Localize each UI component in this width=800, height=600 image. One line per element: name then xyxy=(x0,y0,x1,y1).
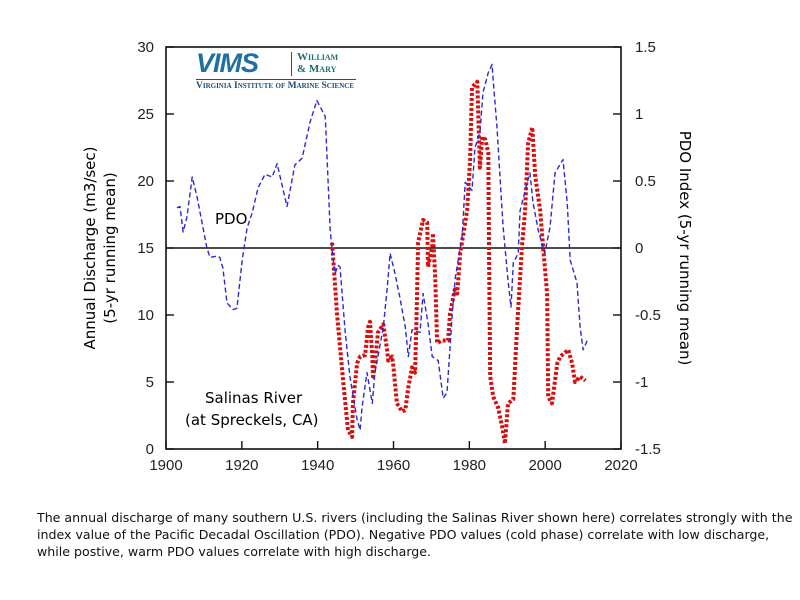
right-y-tick-label: 1 xyxy=(635,106,643,123)
logo-mark: VIMS xyxy=(196,48,259,78)
right-y-tick-label: 0.5 xyxy=(635,173,656,190)
x-tick-label: 2000 xyxy=(528,457,561,474)
pdo-series-label: PDO xyxy=(215,210,247,228)
x-tick-label: 1900 xyxy=(149,457,182,474)
river-location-label: (at Spreckels, CA) xyxy=(185,411,319,429)
left-y-tick-label: 20 xyxy=(137,173,154,190)
logo-subtitle: Virginia Institute of Marine Science xyxy=(196,81,355,91)
series-layer xyxy=(176,63,588,446)
discharge-series-line xyxy=(330,79,587,446)
right-y-axis: -1.5 -1 -0.5 0 0.5 1 1.5 xyxy=(613,39,661,458)
x-tick-label: 1980 xyxy=(453,457,486,474)
river-name-label: Salinas River xyxy=(205,389,303,407)
right-y-tick-label: 0 xyxy=(635,240,643,257)
right-y-tick-label: 1.5 xyxy=(635,39,656,56)
logo-partner-line1: William xyxy=(297,51,339,63)
figure-caption: The annual discharge of many southern U.… xyxy=(37,510,793,559)
left-y-tick-label: 0 xyxy=(146,441,154,458)
right-axis-title: PDO Index (5-yr running mean) xyxy=(676,131,694,366)
vims-logo: VIMS William & Mary Virginia Institute o… xyxy=(196,50,358,94)
x-tick-label: 1940 xyxy=(301,457,334,474)
logo-rule xyxy=(196,79,356,80)
logo-divider xyxy=(291,52,292,76)
right-y-tick-label: -0.5 xyxy=(635,307,661,324)
left-y-tick-label: 15 xyxy=(137,240,154,257)
x-tick-label: 1960 xyxy=(377,457,410,474)
left-y-tick-label: 25 xyxy=(137,106,154,123)
x-tick-label: 1920 xyxy=(225,457,258,474)
left-axis-title-line2: (5-yr running mean) xyxy=(101,172,119,323)
x-axis: 1900 1920 1940 1960 1980 2000 2020 xyxy=(149,441,638,474)
right-y-tick-label: -1 xyxy=(635,374,648,391)
left-y-axis: 0 5 10 15 20 25 30 xyxy=(137,39,174,458)
left-y-tick-label: 5 xyxy=(146,374,154,391)
left-axis-title-line1: Annual Discharge (m3/sec) xyxy=(81,146,99,349)
x-tick-label: 2020 xyxy=(604,457,637,474)
logo-partner: William & Mary xyxy=(297,51,338,75)
logo-partner-line2: & Mary xyxy=(297,63,337,75)
right-y-tick-label: -1.5 xyxy=(635,441,661,458)
left-y-tick-label: 30 xyxy=(137,39,154,56)
left-y-tick-label: 10 xyxy=(137,307,154,324)
pdo-series-line xyxy=(176,63,588,431)
